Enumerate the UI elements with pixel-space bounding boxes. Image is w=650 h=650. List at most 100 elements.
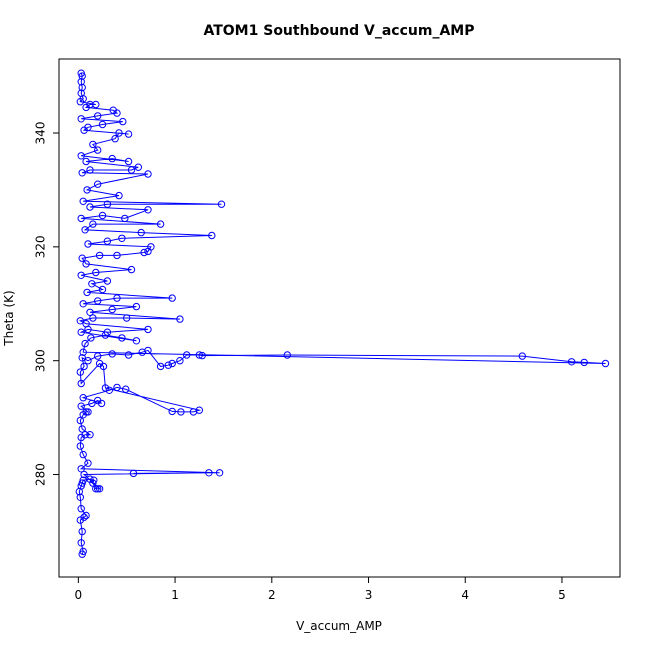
series-layer [75,69,610,558]
data-point [132,337,141,345]
y-tick-label: 320 [34,235,48,258]
data-point [77,539,85,547]
data-point [140,248,148,257]
data-point [124,351,133,359]
data-point [82,408,90,416]
data-point [115,191,123,200]
data-point [83,288,91,297]
data-point [84,408,92,416]
data-point [80,513,88,521]
data-point [77,69,85,77]
data-point [82,511,90,520]
data-point [78,354,86,362]
x-tick-label: 2 [268,588,276,602]
data-point [88,399,96,408]
data-point [81,339,89,348]
data-point [89,479,97,487]
data-point [86,166,94,174]
data-point [98,120,107,129]
data-point [77,271,85,279]
data-point [119,117,127,126]
data-point [84,240,92,248]
data-point [76,493,85,501]
data-point [121,214,129,223]
data-point [94,112,102,120]
data-point [77,152,85,160]
data-point [127,166,136,174]
data-point [77,379,85,388]
data-point [88,280,96,288]
data-point [82,320,90,328]
data-point [94,146,102,154]
data-point [79,547,87,556]
data-point [89,314,97,322]
data-point [580,358,588,367]
data-point [84,357,92,365]
data-point [134,163,143,171]
data-point [95,485,104,493]
data-point [122,385,130,393]
data-point [78,83,86,92]
data-point [108,305,116,314]
data-point [82,157,90,166]
data-point [129,469,138,478]
data-point [92,268,100,277]
data-point [101,384,110,392]
x-axis: 0 1 2 3 4 5 [75,576,566,602]
x-tick-label: 0 [75,588,83,602]
data-point [215,469,224,477]
data-point [198,351,206,360]
data-point [77,214,85,223]
data-point [79,197,87,206]
data-point [95,359,104,368]
x-axis-label: V_accum_AMP [296,619,382,633]
data-point [81,431,89,439]
data-point [118,234,126,243]
data-point [115,129,123,137]
data-point [147,243,155,251]
data-point [113,383,121,392]
data-point [79,450,87,459]
y-tick-label: 280 [34,463,48,486]
data-point [127,265,136,274]
data-point [77,402,85,410]
data-point [77,115,85,123]
data-point [95,251,104,260]
data-point [108,350,116,358]
data-point [84,459,92,467]
data-point [77,328,85,336]
data-point [108,154,116,163]
data-point [79,348,87,356]
data-point [168,359,176,368]
data-point [208,231,216,240]
data-point [124,130,133,138]
data-point [183,351,191,359]
y-axis: 280 300 320 340 [34,122,60,486]
data-point [76,442,85,450]
data-point [144,346,152,355]
data-point [601,359,610,368]
data-point [177,408,185,416]
data-point [78,527,86,536]
data-point [132,302,141,311]
data-point [144,170,152,178]
y-axis-label: Theta (K) [2,290,16,346]
data-point [105,386,114,394]
data-point [118,334,126,342]
data-point [79,300,87,308]
data-point [92,100,100,109]
data-point [76,368,85,376]
data-point [92,485,100,493]
data-point [123,314,131,322]
data-point [78,425,86,433]
data-point [77,505,85,513]
x-tick-label: 3 [365,588,373,602]
data-point [518,352,526,360]
data-point [176,357,184,365]
data-point [144,206,152,214]
data-point [80,470,88,479]
data-point [77,465,85,473]
data-point [94,297,102,305]
data-point [195,351,204,359]
